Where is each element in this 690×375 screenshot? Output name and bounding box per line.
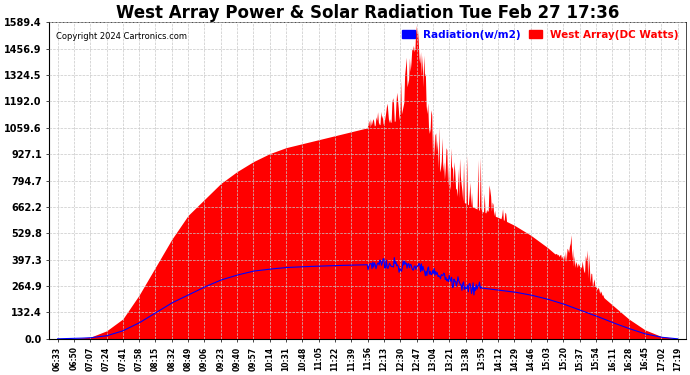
- Title: West Array Power & Solar Radiation Tue Feb 27 17:36: West Array Power & Solar Radiation Tue F…: [116, 4, 620, 22]
- Text: Copyright 2024 Cartronics.com: Copyright 2024 Cartronics.com: [56, 32, 187, 41]
- Legend: Radiation(w/m2), West Array(DC Watts): Radiation(w/m2), West Array(DC Watts): [400, 27, 680, 42]
